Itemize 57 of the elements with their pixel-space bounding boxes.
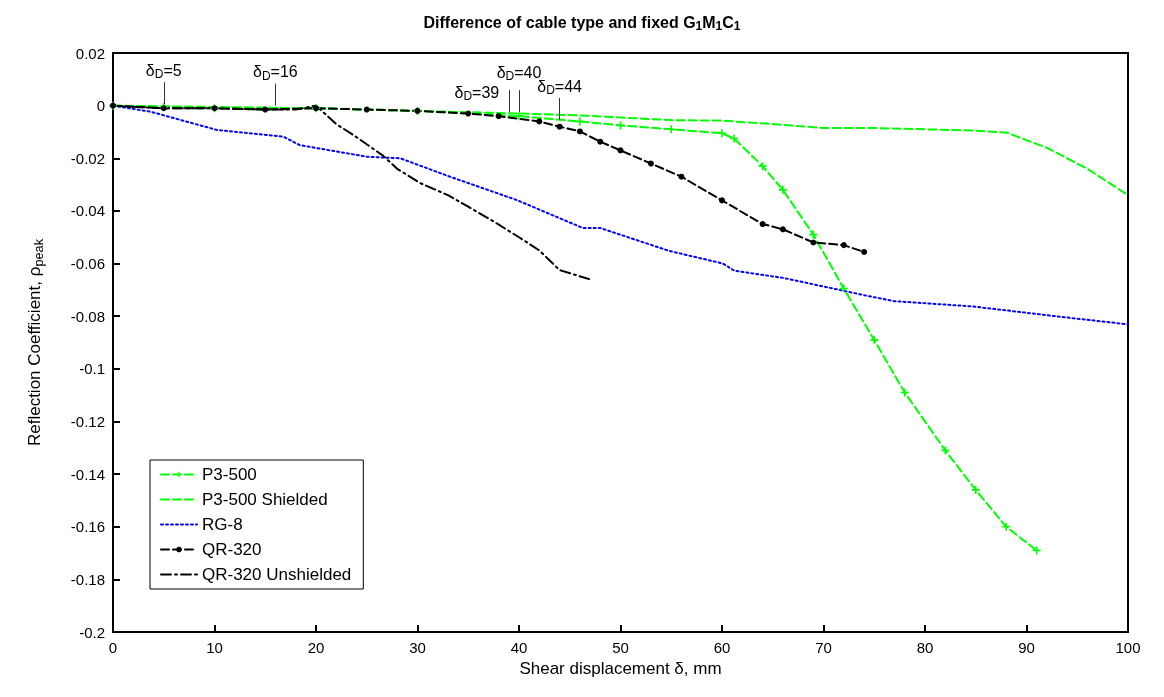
legend-label: P3-500 bbox=[202, 465, 257, 484]
point bbox=[759, 221, 766, 228]
point bbox=[576, 128, 583, 135]
y-tick-label: 0.02 bbox=[75, 44, 105, 62]
x-tick-label: 50 bbox=[612, 639, 629, 656]
y-tick-label: -0.16 bbox=[70, 518, 105, 536]
legend-label: QR-320 Unshielded bbox=[202, 565, 352, 584]
point bbox=[718, 129, 726, 138]
point bbox=[840, 242, 847, 249]
point bbox=[575, 117, 584, 126]
point bbox=[647, 160, 654, 167]
y-tick-label: -0.06 bbox=[70, 255, 105, 273]
y-tick-label: -0.14 bbox=[70, 465, 105, 483]
x-tick-label: 80 bbox=[916, 639, 934, 656]
y-tick-label: -0.04 bbox=[70, 202, 105, 220]
x-tick-label: 60 bbox=[713, 639, 731, 656]
x-tick-label: 0 bbox=[108, 639, 118, 656]
y-tick-label: 0 bbox=[96, 97, 105, 115]
point bbox=[262, 106, 269, 113]
x-tick-label: 30 bbox=[409, 639, 426, 656]
point bbox=[778, 185, 787, 194]
x-axis-title: Shear displacement δ, mm bbox=[519, 658, 722, 678]
point bbox=[465, 110, 472, 117]
point bbox=[779, 226, 786, 233]
point bbox=[363, 106, 370, 113]
point bbox=[719, 197, 725, 204]
point bbox=[556, 123, 563, 130]
point bbox=[758, 162, 767, 171]
point bbox=[678, 173, 685, 180]
y-tick-label: -0.12 bbox=[70, 412, 105, 430]
point bbox=[900, 388, 909, 397]
y-tick-label: -0.1 bbox=[79, 360, 105, 378]
point bbox=[515, 112, 523, 121]
y-tick-label: -0.18 bbox=[70, 570, 105, 588]
x-tick-label: 90 bbox=[1018, 639, 1035, 656]
point bbox=[667, 125, 676, 134]
x-tick-label: 70 bbox=[815, 639, 832, 656]
point bbox=[971, 485, 980, 494]
y-tick-label: -0.08 bbox=[70, 307, 105, 325]
y-tick-label: -0.02 bbox=[70, 149, 105, 167]
y-tick-label: -0.2 bbox=[79, 623, 105, 641]
legend-label: QR-320 bbox=[202, 540, 262, 559]
point bbox=[941, 446, 950, 455]
point bbox=[730, 134, 739, 143]
y-axis-title: Reflection Coefficient, ρpeak bbox=[25, 238, 46, 447]
point bbox=[861, 248, 868, 255]
point bbox=[1002, 522, 1011, 531]
x-tick-label: 40 bbox=[510, 639, 528, 656]
point bbox=[839, 284, 848, 293]
point bbox=[495, 113, 502, 120]
x-tick-label: 10 bbox=[206, 639, 223, 656]
x-tick-label: 100 bbox=[1115, 639, 1141, 656]
legend-label: P3-500 Shielded bbox=[202, 490, 328, 509]
point bbox=[597, 138, 604, 145]
x-tick-label: 20 bbox=[307, 639, 325, 656]
legend-label: RG-8 bbox=[202, 515, 243, 534]
point bbox=[870, 335, 879, 344]
